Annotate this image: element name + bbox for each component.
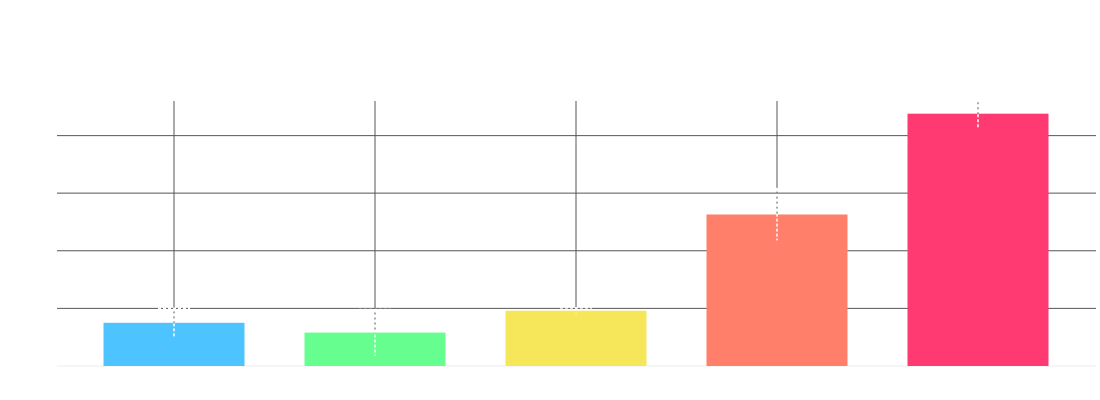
error-bars bbox=[158, 98, 994, 356]
bar-4 bbox=[706, 214, 848, 366]
bar-5 bbox=[907, 113, 1049, 366]
bar-3 bbox=[505, 310, 647, 366]
bar-2 bbox=[304, 332, 446, 366]
